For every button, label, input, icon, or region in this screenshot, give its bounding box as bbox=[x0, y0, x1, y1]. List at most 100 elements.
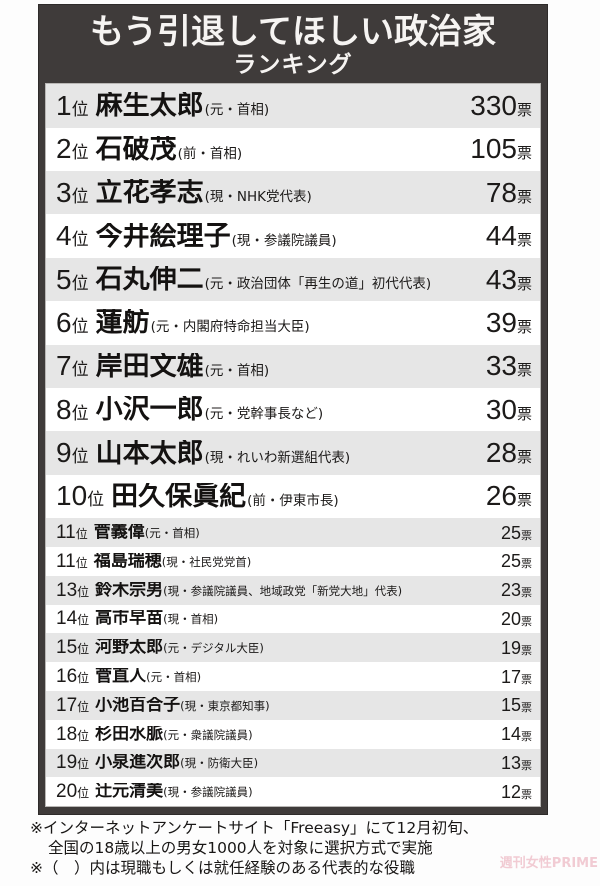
politician-cell: 田久保眞紀 (前・伊東市長) bbox=[104, 483, 480, 510]
rank-number: 16 bbox=[56, 666, 78, 688]
rank-number: 11 bbox=[56, 550, 76, 572]
footnote-line-2: 全国の18歳以上の男女1000人を対象に選択方式で実施 bbox=[48, 839, 433, 858]
table-row: 17 位小池百合子 (現・東京都知事) 15 票 bbox=[46, 690, 540, 720]
politician-cell: 菅義偉 (元・首相) bbox=[88, 524, 495, 541]
table-row: 11 位菅義偉 (元・首相) 25 票 bbox=[46, 518, 540, 547]
rank-number: 8 bbox=[56, 393, 72, 425]
votes-unit: 票 bbox=[521, 558, 532, 571]
politician-name: 今井絵理子 bbox=[95, 222, 231, 250]
politician-name: 辻元清美 bbox=[95, 783, 164, 801]
votes-cell: 26 票 bbox=[486, 482, 532, 510]
votes-number: 105 bbox=[470, 133, 517, 165]
votes-unit: 票 bbox=[516, 405, 532, 423]
rank-cell: 16 位 bbox=[56, 667, 89, 686]
politician-name: 麻生太郎 bbox=[95, 92, 204, 120]
rank-number: 7 bbox=[56, 350, 72, 382]
politician-cell: 小沢一郎 (元・党幹事長など) bbox=[89, 396, 480, 423]
votes-number: 20 bbox=[500, 608, 521, 629]
politician-role: (前・首相) bbox=[177, 145, 243, 162]
votes-unit: 票 bbox=[521, 731, 532, 744]
votes-unit: 票 bbox=[521, 529, 532, 542]
table-row: 19 位小泉進次郎 (現・防衛大臣) 13 票 bbox=[46, 748, 540, 778]
politician-name: 山本太郎 bbox=[95, 439, 204, 467]
politician-role: (元・首相) bbox=[204, 102, 270, 119]
politician-name: 立花孝志 bbox=[95, 179, 204, 207]
politician-role: (元・内閣府特命担当大臣) bbox=[150, 319, 310, 336]
rank-unit: 位 bbox=[77, 584, 90, 599]
votes-cell: 15 票 bbox=[501, 696, 532, 714]
votes-number: 30 bbox=[485, 393, 517, 425]
votes-cell: 43 票 bbox=[485, 263, 532, 295]
politician-role: (現・社民党党首) bbox=[161, 554, 252, 569]
votes-unit: 票 bbox=[516, 101, 532, 119]
votes-cell: 44 票 bbox=[486, 222, 532, 250]
politician-role: (元・政治団体「再生の道」初代代表) bbox=[204, 276, 432, 293]
politician-role: (現・NHK党代表) bbox=[204, 189, 312, 206]
politician-role: (現・れいわ新選組代表) bbox=[204, 449, 351, 466]
votes-cell: 30 票 bbox=[485, 393, 532, 425]
rank-unit: 位 bbox=[77, 642, 90, 657]
politician-cell: 今井絵理子 (現・参議院議員) bbox=[89, 223, 480, 250]
rank-number: 15 bbox=[56, 637, 78, 659]
politician-name: 田久保眞紀 bbox=[111, 482, 247, 510]
votes-unit: 票 bbox=[516, 275, 532, 293]
table-row: 10 位田久保眞紀 (前・伊東市長) 26 票 bbox=[46, 474, 540, 519]
votes-number: 23 bbox=[500, 580, 521, 601]
rank-number: 13 bbox=[56, 579, 78, 601]
votes-unit: 票 bbox=[521, 615, 532, 628]
table-row: 6 位蓮舫 (元・内閣府特命担当大臣) 39 票 bbox=[46, 301, 540, 345]
table-row: 11 位福島瑞穂 (現・社民党党首) 25 票 bbox=[46, 546, 540, 576]
votes-unit: 票 bbox=[521, 673, 532, 686]
votes-unit: 票 bbox=[516, 492, 532, 510]
rank-unit: 位 bbox=[71, 143, 89, 163]
votes-number: 33 bbox=[485, 350, 517, 382]
table-row: 15 位河野太郎 (元・デジタル大臣) 19 票 bbox=[46, 633, 540, 663]
table-row: 2 位石破茂 (前・首相) 105 票 bbox=[46, 127, 540, 172]
votes-unit: 票 bbox=[516, 449, 532, 467]
politician-role: (現・参議院議員) bbox=[231, 232, 337, 249]
publisher-logo: 週刊女性PRIME bbox=[499, 856, 598, 871]
votes-cell: 105 票 bbox=[470, 135, 532, 163]
politician-role: (前・伊東市長) bbox=[247, 492, 339, 509]
politician-cell: 鈴木宗男 (現・参議院議員、地域政党「新党大地」代表) bbox=[89, 582, 495, 599]
rank-unit: 位 bbox=[71, 230, 89, 250]
footnotes: ※インターネットアンケートサイト「Freeasy」にて12月初旬、 全国の18歳… bbox=[30, 818, 575, 878]
rank-unit: 位 bbox=[77, 699, 90, 714]
politician-name: 小沢一郎 bbox=[95, 396, 204, 424]
rank-cell: 11 位 bbox=[56, 552, 88, 571]
rank-unit: 位 bbox=[77, 613, 90, 628]
votes-cell: 14 票 bbox=[501, 725, 532, 743]
politician-cell: 石丸伸二 (元・政治団体「再生の道」初代代表) bbox=[89, 266, 480, 293]
rank-number: 3 bbox=[56, 176, 72, 208]
politician-role: (現・東京都知事) bbox=[180, 698, 270, 713]
rank-cell: 18 位 bbox=[56, 725, 89, 744]
rank-unit: 位 bbox=[71, 186, 89, 206]
rank-unit: 位 bbox=[71, 447, 89, 467]
votes-number: 13 bbox=[500, 752, 521, 773]
rank-cell: 14 位 bbox=[56, 609, 89, 628]
votes-number: 25 bbox=[500, 551, 521, 572]
rank-cell: 15 位 bbox=[56, 638, 89, 657]
politician-cell: 麻生太郎 (元・首相) bbox=[89, 92, 465, 119]
votes-number: 43 bbox=[485, 263, 517, 295]
politician-name: 小池百合子 bbox=[95, 696, 181, 714]
politician-role: (元・首相) bbox=[144, 526, 200, 541]
table-row: 8 位小沢一郎 (元・党幹事長など) 30 票 bbox=[46, 388, 540, 432]
politician-role: (現・参議院議員、地域政党「新党大地」代表) bbox=[163, 583, 403, 598]
footnote-line-1: ※インターネットアンケートサイト「Freeasy」にて12月初旬、 bbox=[30, 819, 479, 837]
rank-unit: 位 bbox=[77, 786, 90, 801]
votes-unit: 票 bbox=[521, 759, 532, 772]
votes-number: 39 bbox=[485, 306, 517, 338]
politician-cell: 小池百合子 (現・東京都知事) bbox=[89, 697, 495, 714]
politician-name: 杉田水脈 bbox=[95, 725, 164, 743]
politician-role: (元・衆議院議員) bbox=[163, 727, 253, 742]
politician-name: 小泉進次郎 bbox=[95, 754, 181, 772]
votes-number: 19 bbox=[500, 637, 521, 658]
